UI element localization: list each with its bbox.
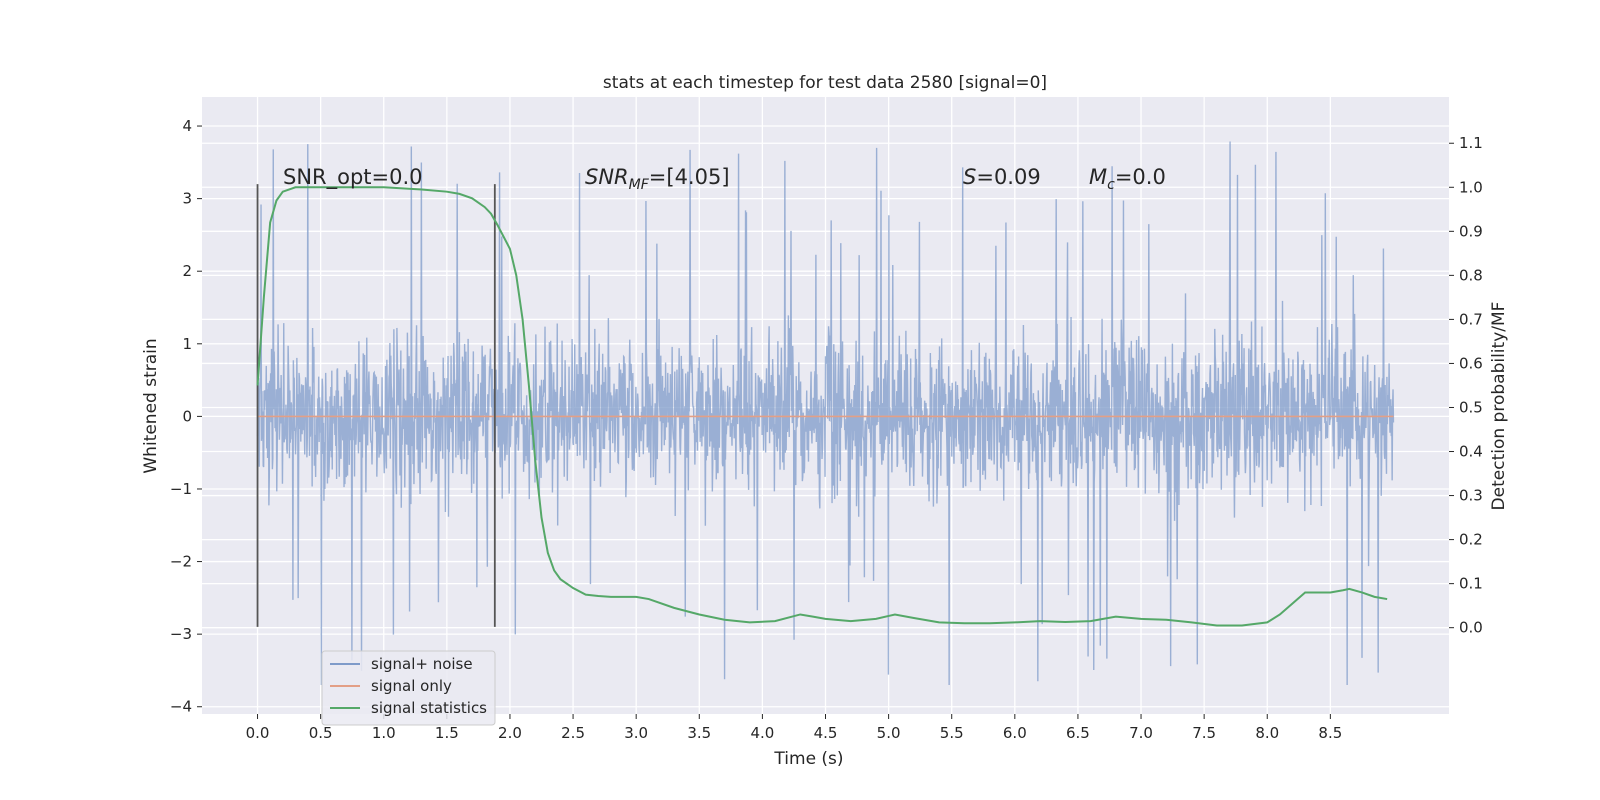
x-tick-label-0: 0.0: [246, 724, 270, 742]
y-tick-label-5: −1: [170, 480, 192, 498]
legend: signal+ noise signal only signal statist…: [321, 650, 496, 726]
x-axis-ticks: 0.0 0.5 1.0 1.5 2.0 2.5 3.0 3.5 4.0 4.5 5.0 5.5 6.0 6…: [246, 714, 1342, 742]
annotation-mc-sub: c: [1107, 177, 1115, 193]
y2-tick-label-8: 0.3: [1459, 487, 1483, 505]
x-tick-label-6: 3.0: [624, 724, 648, 742]
x-tick-label-14: 7.0: [1129, 724, 1153, 742]
y-tick-label-1: 3: [182, 190, 192, 208]
y2-tick-label-6: 0.5: [1459, 398, 1483, 416]
series-signal-statistics: [256, 186, 1388, 627]
chart-title: stats at each timestep for test data 258…: [603, 73, 1047, 93]
legend-label-signal-statistics: signal statistics: [371, 699, 487, 717]
annotation-snr-mf: SNRMF=[4.05]: [585, 165, 730, 193]
x-axis-label: Time (s): [773, 749, 843, 769]
y-tick-label-3: 1: [182, 335, 192, 353]
y-axis-ticks: 4 3 2 1 0 −1 −2 −3 −4: [170, 117, 202, 716]
y2-tick-label-5: 0.6: [1459, 354, 1483, 372]
annotation-snr-opt: SNR_opt=0.0: [283, 165, 423, 190]
legend-label-signal-noise: signal+ noise: [371, 655, 473, 673]
x-tick-label-9: 4.5: [814, 724, 838, 742]
legend-box: [321, 650, 496, 726]
annotation-s-value: =0.09: [976, 165, 1040, 189]
x-tick-label-5: 2.5: [561, 724, 585, 742]
y2-tick-label-1: 1.0: [1459, 178, 1483, 196]
y-axis-label: Whitened strain: [141, 338, 161, 473]
series-signal-noise: [256, 141, 1395, 685]
annotation-s-symbol: S: [963, 165, 976, 189]
annotation-mc-value: =0.0: [1115, 165, 1166, 189]
x-tick-label-7: 3.5: [687, 724, 711, 742]
y-tick-label-4: 0: [182, 407, 192, 425]
x-tick-label-10: 5.0: [877, 724, 901, 742]
y-tick-label-2: 2: [182, 262, 192, 280]
y2-tick-label-3: 0.8: [1459, 266, 1483, 284]
x-tick-label-12: 6.0: [1003, 724, 1027, 742]
y-tick-label-0: 4: [182, 117, 192, 135]
x-tick-label-17: 8.5: [1318, 724, 1342, 742]
x-tick-label-1: 0.5: [309, 724, 333, 742]
y-tick-label-6: −2: [170, 553, 192, 571]
x-tick-label-3: 1.5: [435, 724, 459, 742]
annotation-snr-mf-sub: MF: [629, 177, 650, 193]
y2-tick-label-11: 0.0: [1459, 619, 1483, 637]
y2-tick-label-9: 0.2: [1459, 531, 1483, 549]
annotation-s: S=0.09: [963, 165, 1041, 189]
y2-tick-label-0: 1.1: [1459, 134, 1483, 152]
x-tick-label-13: 6.5: [1066, 724, 1090, 742]
y2-tick-label-4: 0.7: [1459, 310, 1483, 328]
annotation-snr-mf-base: SNR: [585, 165, 629, 189]
x-tick-label-15: 7.5: [1192, 724, 1216, 742]
x-tick-label-16: 8.0: [1255, 724, 1279, 742]
annotation-mc: Mc=0.0: [1089, 165, 1166, 193]
y2-tick-label-10: 0.1: [1459, 575, 1483, 593]
vertical-markers: [256, 184, 496, 627]
x-tick-label-8: 4.0: [750, 724, 774, 742]
y2-tick-label-7: 0.4: [1459, 443, 1483, 461]
y-tick-label-7: −3: [170, 625, 192, 643]
y-tick-label-8: −4: [170, 698, 192, 716]
x-tick-label-4: 2.0: [498, 724, 522, 742]
annotation-snr-mf-value: =[4.05]: [649, 165, 730, 189]
signal-noise-trace: [256, 141, 1395, 685]
x-tick-label-2: 1.0: [372, 724, 396, 742]
legend-label-signal-only: signal only: [371, 677, 452, 695]
annotation-mc-symbol: M: [1089, 165, 1107, 189]
y2-axis-ticks: 1.1 1.0 0.9 0.8 0.7 0.6 0.5 0.4 0.3 0.2 0.1 0.0: [1449, 134, 1483, 637]
x-tick-label-11: 5.5: [940, 724, 964, 742]
y2-tick-label-2: 0.9: [1459, 222, 1483, 240]
y2-axis-label: Detection probability/MF: [1489, 302, 1509, 511]
